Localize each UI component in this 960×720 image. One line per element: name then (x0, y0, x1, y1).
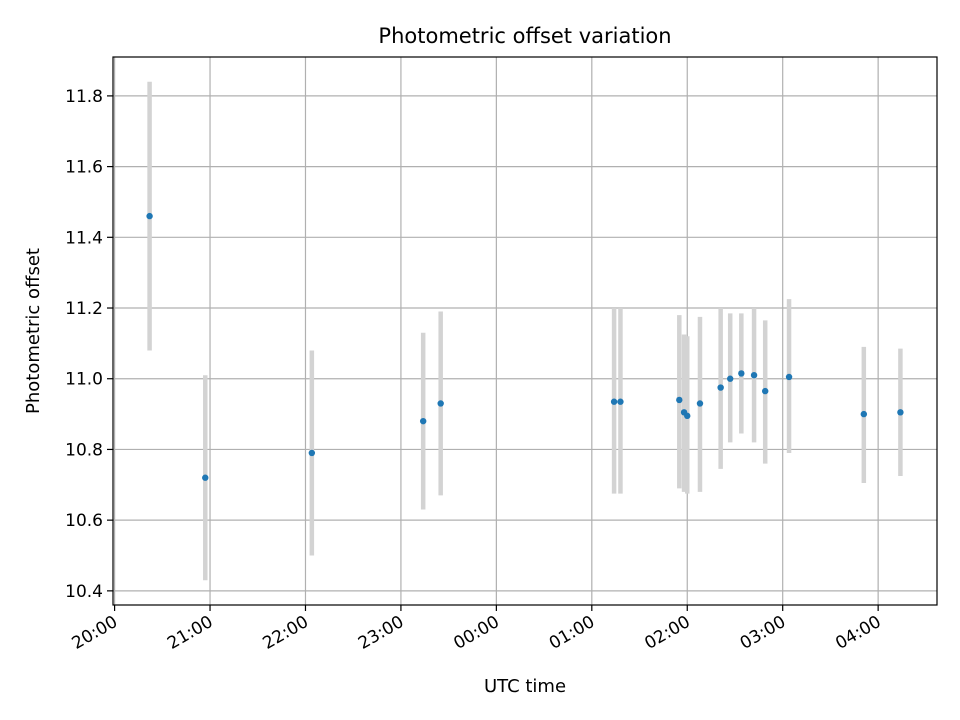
grid-lines (113, 57, 937, 605)
data-point (762, 387, 769, 395)
data-point (308, 449, 316, 457)
y-tick-label: 11.8 (65, 87, 103, 107)
data-point (610, 398, 618, 405)
data-points (146, 212, 904, 481)
data-point (676, 396, 683, 404)
data-point (860, 410, 868, 418)
y-tick-label: 11.0 (65, 370, 103, 390)
data-point (419, 417, 427, 425)
data-point (727, 375, 734, 382)
chart-title: Photometric offset variation (378, 24, 671, 48)
data-point (738, 370, 745, 377)
data-point (750, 371, 758, 379)
data-point (785, 373, 793, 381)
y-tick-label: 10.8 (65, 440, 103, 460)
data-point (696, 400, 704, 407)
data-point (717, 384, 724, 391)
data-point (437, 400, 444, 407)
y-tick-label: 10.6 (65, 511, 103, 531)
data-point (202, 474, 209, 481)
y-tick-label: 11.4 (65, 228, 103, 248)
x-axis-label: UTC time (484, 676, 566, 697)
data-point (684, 412, 691, 420)
data-point (617, 398, 624, 405)
data-point (146, 212, 153, 220)
y-axis-label: Photometric offset (23, 248, 44, 414)
y-tick-label: 11.6 (65, 158, 103, 178)
y-tick-label: 11.2 (65, 299, 103, 319)
data-point (897, 409, 904, 416)
plot-area-frame (112, 56, 938, 606)
y-tick-label: 10.4 (65, 582, 103, 602)
